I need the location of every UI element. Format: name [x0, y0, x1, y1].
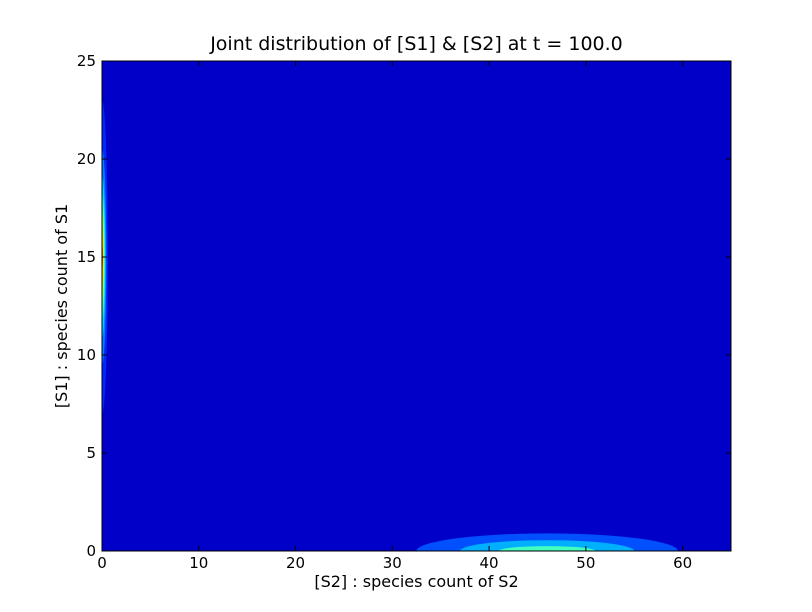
- y-tick-label: 0: [86, 542, 96, 560]
- y-tick-label: 25: [77, 52, 96, 70]
- y-tick-label: 5: [86, 444, 96, 462]
- x-tick-label: 0: [97, 554, 107, 572]
- plot-background: [102, 61, 731, 551]
- x-tick-label: 20: [286, 554, 305, 572]
- x-tick-label: 30: [383, 554, 402, 572]
- chart-title: Joint distribution of [S1] & [S2] at t =…: [209, 33, 623, 55]
- x-tick-label: 40: [480, 554, 499, 572]
- axis-ticks: 0 10 20 30 40 50 60 0 5 10 15 20 25: [77, 52, 731, 572]
- plot-frame: [101, 60, 732, 552]
- y-tick-label: 15: [77, 248, 96, 266]
- y-tick-label: 10: [77, 346, 96, 364]
- contour-level-1-2: [498, 546, 596, 551]
- contour-level-1-1: [460, 540, 635, 551]
- y-axis-label: [S1] : species count of S1: [52, 204, 71, 408]
- y-tick-label: 20: [77, 150, 96, 168]
- x-tick-label: 50: [576, 554, 595, 572]
- x-tick-label: 60: [673, 554, 692, 572]
- x-tick-label: 10: [189, 554, 208, 572]
- x-axis-label: [S2] : species count of S2: [314, 572, 518, 591]
